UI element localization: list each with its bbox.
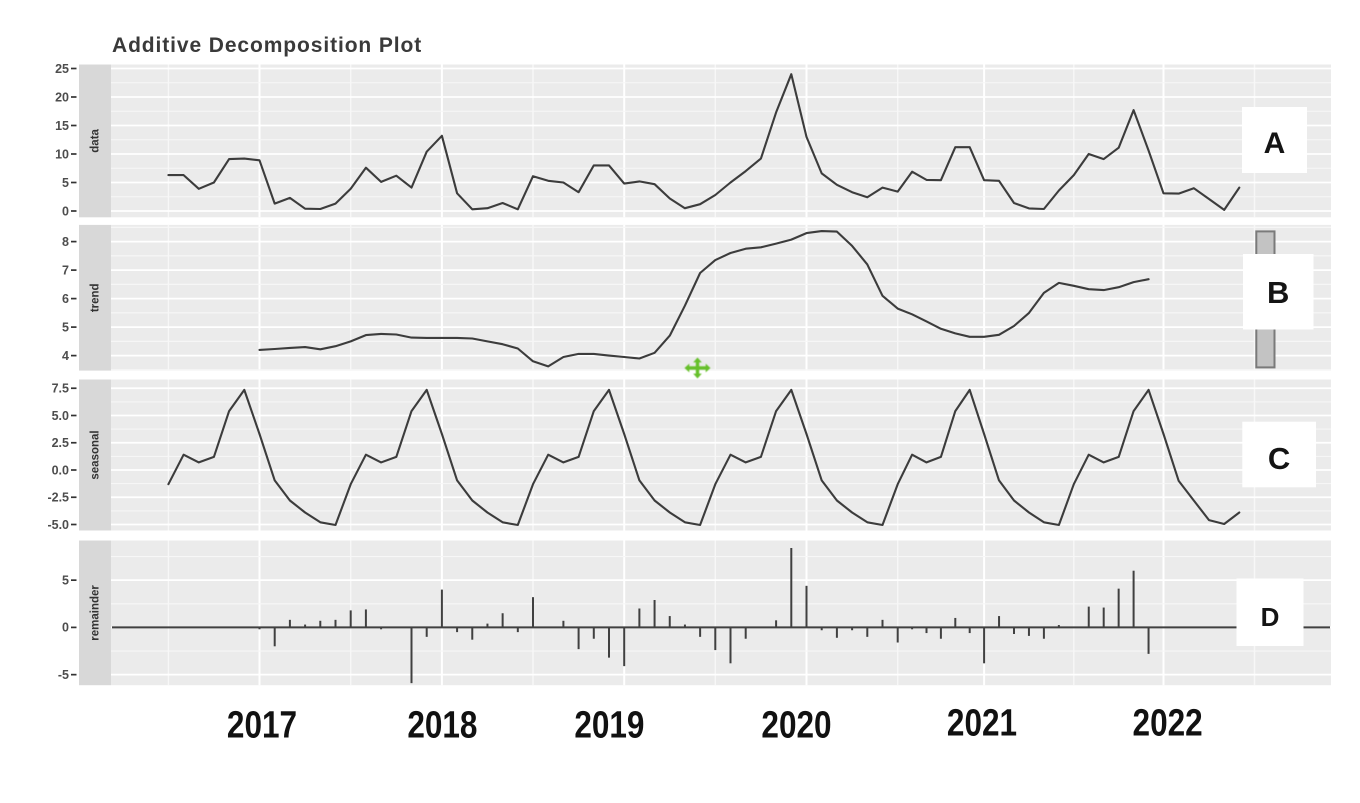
svg-text:2020: 2020 <box>761 704 831 746</box>
svg-text:5: 5 <box>62 573 69 587</box>
svg-text:C: C <box>1268 441 1290 476</box>
svg-text:-5.0: -5.0 <box>47 518 69 532</box>
svg-text:4: 4 <box>62 349 69 363</box>
svg-text:B: B <box>1267 275 1289 310</box>
svg-text:2022: 2022 <box>1133 702 1203 744</box>
svg-text:25: 25 <box>55 62 69 76</box>
svg-text:seasonal: seasonal <box>90 430 102 479</box>
svg-text:6: 6 <box>62 292 69 306</box>
svg-text:2017: 2017 <box>227 704 297 746</box>
svg-text:20: 20 <box>55 90 69 104</box>
svg-text:data: data <box>90 128 102 152</box>
svg-text:5.0: 5.0 <box>52 409 69 423</box>
svg-text:2021: 2021 <box>947 702 1017 744</box>
svg-text:15: 15 <box>55 119 69 133</box>
svg-text:0: 0 <box>62 621 69 635</box>
svg-text:5: 5 <box>62 320 69 334</box>
svg-text:-5: -5 <box>58 668 69 682</box>
svg-text:Additive Decomposition Plot: Additive Decomposition Plot <box>112 34 422 57</box>
svg-text:-2.5: -2.5 <box>47 491 69 505</box>
svg-text:2.5: 2.5 <box>52 436 69 450</box>
svg-text:0.0: 0.0 <box>52 463 69 477</box>
svg-text:5: 5 <box>62 176 69 190</box>
svg-text:10: 10 <box>55 147 69 161</box>
svg-text:7.5: 7.5 <box>52 382 69 396</box>
svg-text:7: 7 <box>62 263 69 277</box>
svg-text:2018: 2018 <box>407 704 477 746</box>
svg-text:D: D <box>1261 602 1280 632</box>
svg-text:8: 8 <box>62 235 69 249</box>
svg-text:trend: trend <box>90 283 102 312</box>
svg-text:0: 0 <box>62 204 69 218</box>
svg-text:A: A <box>1264 127 1286 160</box>
svg-text:remainder: remainder <box>90 585 102 641</box>
svg-text:2019: 2019 <box>574 704 644 746</box>
